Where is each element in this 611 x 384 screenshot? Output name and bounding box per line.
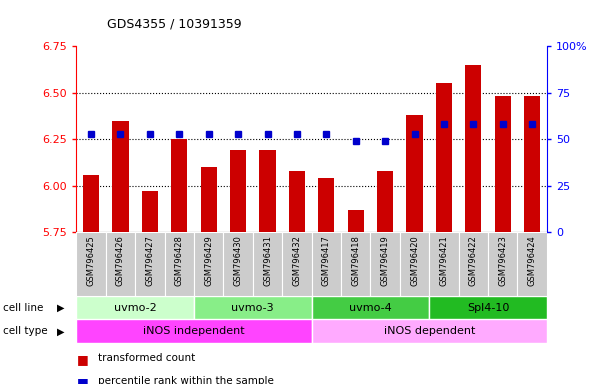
Bar (135, 232, 164, 296)
Bar (465, 65, 481, 232)
Text: GSM796426: GSM796426 (116, 235, 125, 286)
Text: Spl4-10: Spl4-10 (467, 303, 509, 313)
Bar (76, 232, 106, 296)
Bar (348, 210, 364, 232)
Bar (459, 232, 488, 296)
Text: GDS4355 / 10391359: GDS4355 / 10391359 (107, 18, 241, 31)
Bar (76, 296, 194, 319)
Text: ■: ■ (76, 376, 88, 384)
Bar (312, 232, 341, 296)
Text: GSM796424: GSM796424 (528, 235, 536, 286)
Bar (341, 232, 370, 296)
Bar (289, 171, 305, 232)
Text: GSM796423: GSM796423 (498, 235, 507, 286)
Bar (370, 232, 400, 296)
Text: GSM796430: GSM796430 (233, 235, 243, 286)
Bar (106, 232, 135, 296)
Bar (312, 319, 547, 343)
Bar (164, 232, 194, 296)
Text: cell line: cell line (3, 303, 43, 313)
Text: ▶: ▶ (57, 326, 64, 336)
Bar (312, 296, 429, 319)
Text: iNOS dependent: iNOS dependent (384, 326, 475, 336)
Text: GSM796420: GSM796420 (410, 235, 419, 286)
Bar (495, 96, 511, 232)
Bar (200, 167, 217, 232)
Bar (230, 151, 246, 232)
Text: uvmo-3: uvmo-3 (232, 303, 274, 313)
Bar (430, 232, 459, 296)
Bar (260, 151, 276, 232)
Bar (406, 115, 423, 232)
Bar (282, 232, 312, 296)
Bar (518, 232, 547, 296)
Text: GSM796429: GSM796429 (204, 235, 213, 286)
Bar (142, 191, 158, 232)
Bar (377, 171, 393, 232)
Bar (194, 232, 224, 296)
Text: transformed count: transformed count (98, 353, 195, 363)
Text: iNOS independent: iNOS independent (143, 326, 245, 336)
Text: GSM796432: GSM796432 (293, 235, 301, 286)
Bar (224, 232, 253, 296)
Text: percentile rank within the sample: percentile rank within the sample (98, 376, 274, 384)
Text: ▶: ▶ (57, 303, 64, 313)
Bar (112, 121, 128, 232)
Text: uvmo-2: uvmo-2 (114, 303, 156, 313)
Text: GSM796428: GSM796428 (175, 235, 184, 286)
Bar (400, 232, 429, 296)
Text: cell type: cell type (3, 326, 48, 336)
Text: GSM796425: GSM796425 (87, 235, 95, 286)
Text: GSM796417: GSM796417 (322, 235, 331, 286)
Text: GSM796418: GSM796418 (351, 235, 360, 286)
Text: ■: ■ (76, 353, 88, 366)
Bar (253, 232, 282, 296)
Bar (429, 296, 547, 319)
Text: GSM796427: GSM796427 (145, 235, 155, 286)
Bar (524, 96, 540, 232)
Bar (436, 83, 452, 232)
Bar (318, 178, 334, 232)
Text: GSM796431: GSM796431 (263, 235, 272, 286)
Text: GSM796421: GSM796421 (439, 235, 448, 286)
Bar (194, 296, 312, 319)
Text: GSM796419: GSM796419 (381, 235, 390, 286)
Bar (83, 175, 99, 232)
Bar (171, 139, 188, 232)
Bar (488, 232, 518, 296)
Bar (76, 319, 312, 343)
Text: uvmo-4: uvmo-4 (349, 303, 392, 313)
Text: GSM796422: GSM796422 (469, 235, 478, 286)
